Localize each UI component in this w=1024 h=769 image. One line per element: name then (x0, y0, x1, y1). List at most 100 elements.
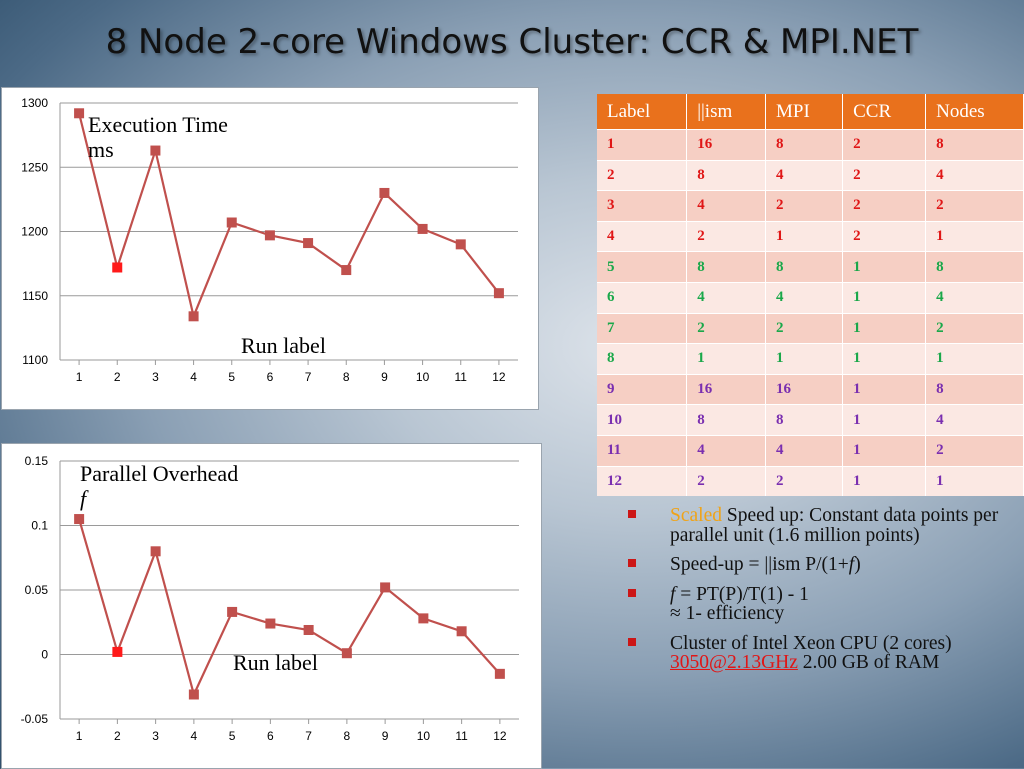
table-cell: 8 (925, 251, 1024, 283)
table-cell: 1 (842, 343, 927, 375)
cpu-spec-link[interactable]: 3050@2.13GHz (670, 652, 798, 673)
bullet-square-icon (628, 637, 636, 646)
parallel-overhead-symbol: f (80, 486, 87, 512)
table-cell: 1 (842, 373, 927, 405)
bullet-cluster-info: Cluster of Intel Xeon CPU (2 cores) 3050… (628, 633, 1023, 673)
table-cell: 2 (597, 159, 688, 191)
bullet-2-f: f (848, 554, 855, 575)
table-cell: 8 (686, 404, 767, 436)
data-point (188, 689, 199, 700)
table-header-cell: MPI (765, 94, 844, 130)
table-cell: 4 (925, 159, 1024, 191)
data-point (188, 311, 199, 322)
table-cell: 2 (842, 129, 927, 161)
x-tick-label: 8 (344, 729, 351, 743)
data-point (493, 288, 504, 299)
table-cell: 8 (765, 129, 844, 161)
data-point (226, 217, 237, 228)
table-cell: 2 (925, 434, 1024, 467)
bullet-square-icon (628, 510, 636, 518)
x-tick-label: 9 (382, 729, 389, 743)
table-cell: 16 (686, 129, 767, 161)
table-cell: 6 (597, 281, 688, 314)
notes-list: Scaled Speed up: Constant data points pe… (628, 506, 1023, 683)
y-tick-label: 0 (41, 648, 48, 662)
bullet-3-f: f (670, 583, 676, 605)
bullet-square-icon (628, 559, 636, 567)
bullet-speedup-formula: Speed-up = ||ism P/(1+f) (628, 555, 1023, 575)
table-cell: 2 (686, 312, 767, 344)
table-cell: 7 (597, 312, 688, 344)
table-row: 1 16 8 2 8 (597, 129, 1024, 161)
table-cell: 9 (597, 373, 688, 405)
data-point (379, 187, 390, 198)
data-point (74, 108, 85, 119)
x-tick-label: 3 (152, 370, 159, 384)
y-tick-label: 0.1 (31, 519, 48, 533)
series-line (78, 113, 500, 320)
table-cell: 2 (686, 220, 767, 252)
table-cell: 1 (842, 281, 927, 314)
table-cell: 4 (925, 404, 1024, 436)
x-tick-label: 9 (381, 370, 388, 384)
table-cell: 16 (765, 373, 844, 405)
table-cell: 4 (765, 159, 844, 191)
data-point (417, 223, 428, 234)
table-cell: 8 (597, 343, 688, 375)
table-cell: 4 (765, 434, 844, 467)
table-cell: 1 (765, 343, 844, 375)
y-tick-label: -0.05 (21, 712, 49, 726)
data-point (494, 668, 505, 679)
data-point (112, 646, 123, 657)
y-tick-label: 0.15 (25, 454, 49, 468)
table-cell: 2 (925, 190, 1024, 222)
table-row: 11 4 4 1 2 (597, 434, 1024, 467)
table-cell: 1 (842, 312, 927, 344)
slide-title: 8 Node 2-core Windows Cluster: CCR & MPI… (105, 22, 919, 62)
table-cell: 2 (842, 190, 927, 222)
y-tick-label: 1300 (21, 96, 48, 110)
table-row: 10 8 8 1 4 (597, 404, 1024, 436)
x-tick-label: 2 (114, 729, 121, 743)
table-cell: 1 (686, 343, 767, 375)
data-point (265, 618, 276, 629)
table-cell: 2 (842, 220, 927, 252)
data-point (150, 546, 161, 557)
table-cell: 8 (765, 251, 844, 283)
series-line (78, 518, 501, 698)
execution-time-chart: 1100 1150 1200 1250 1300 1 2 3 4 5 6 7 8 9 10 11 12 Exec… (1, 87, 539, 410)
table-cell: 4 (686, 190, 767, 222)
x-tick-label: 6 (267, 729, 274, 743)
y-tick-label: 1150 (22, 289, 48, 303)
bullet-square-icon (628, 588, 636, 597)
y-tick-label: 1250 (21, 160, 48, 174)
run-label-annotation-2: Run label (233, 650, 318, 675)
table-cell: 1 (842, 251, 927, 283)
table-cell: 8 (686, 159, 767, 191)
table-cell: 2 (686, 465, 767, 497)
bullet-3-text-a: = PT(P)/T(1) - 1 (675, 583, 809, 605)
table-body: 1 16 8 2 8 2 8 4 2 4 3 4 2 2 2 4 2 1 2 1 5 8 8 1 8 6 4 4 1 4 7 2 2 1 2 8 1 1 1… (597, 129, 1024, 497)
execution-time-annotation: Execution Time ms (88, 112, 228, 163)
table-header-cell: CCR (842, 94, 927, 130)
x-tick-label: 12 (493, 729, 507, 743)
run-label-annotation-1: Run label (241, 333, 326, 358)
table-cell: 1 (597, 129, 688, 161)
x-tick-label: 11 (455, 729, 468, 743)
data-point (455, 239, 466, 250)
x-tick-label: 5 (228, 370, 235, 384)
bullet-4-text-b: 2.00 GB of RAM (797, 652, 940, 673)
execution-time-unit: ms (88, 137, 114, 163)
table-cell: 2 (765, 312, 844, 344)
x-tick-label: 7 (305, 370, 312, 384)
table-cell: 1 (842, 404, 927, 436)
bullet-3-text-b: ≈ 1- efficiency (670, 603, 785, 624)
table-cell: 4 (597, 220, 688, 252)
table-cell: 3 (597, 190, 688, 222)
